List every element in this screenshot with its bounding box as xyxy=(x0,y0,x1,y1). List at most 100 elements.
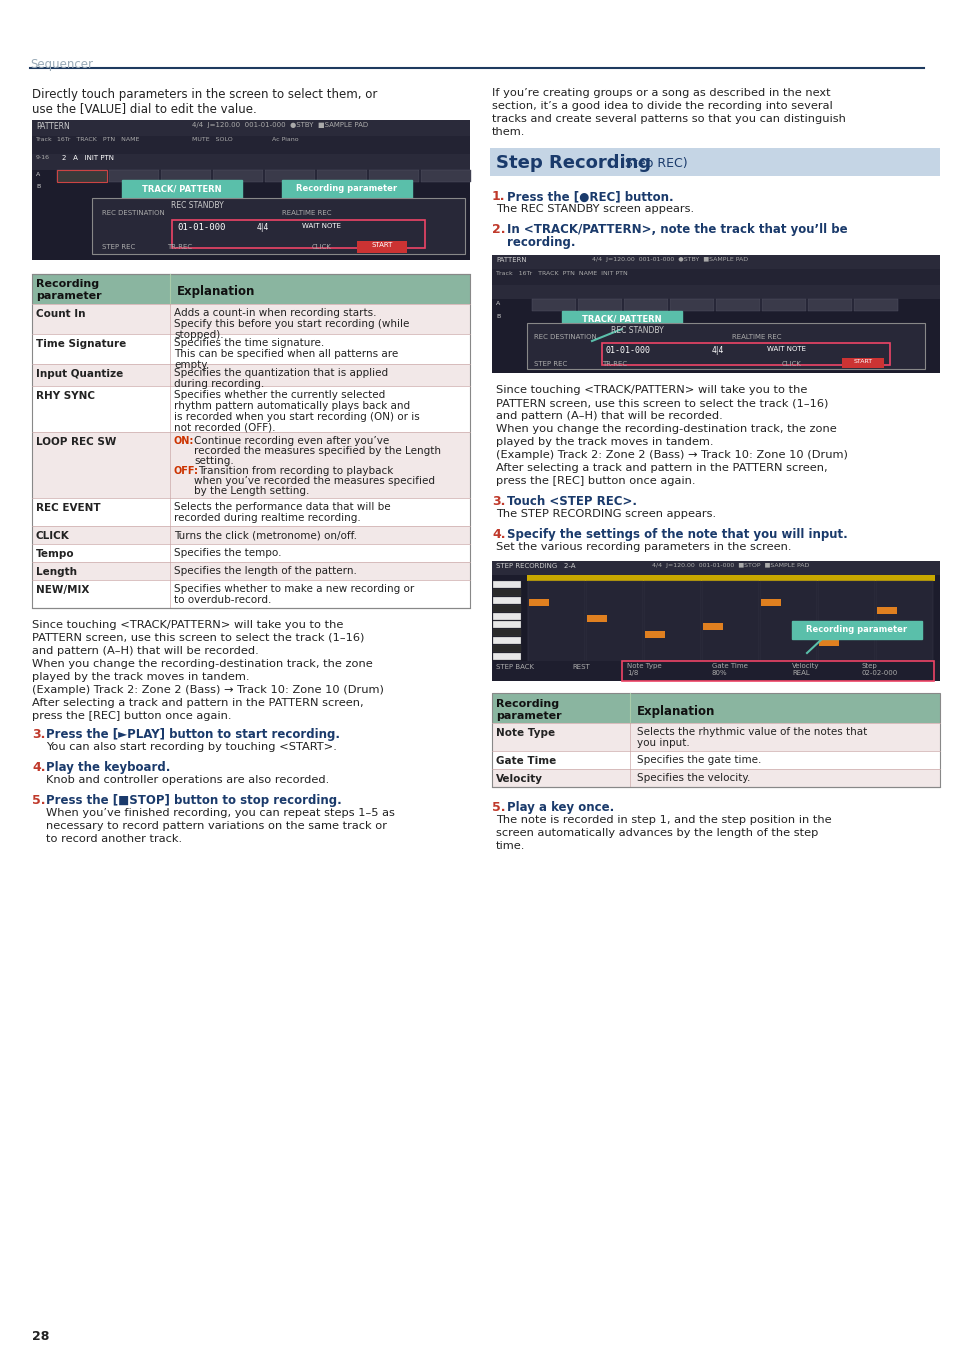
Bar xyxy=(527,580,584,667)
Text: Specifies whether the currently selected: Specifies whether the currently selected xyxy=(173,390,385,400)
Text: Length: Length xyxy=(36,567,77,576)
Bar xyxy=(492,693,939,724)
Text: Note Type
1/8: Note Type 1/8 xyxy=(626,663,661,676)
Bar xyxy=(701,580,759,667)
Bar xyxy=(493,589,520,595)
Bar xyxy=(32,544,470,562)
Bar xyxy=(32,136,470,154)
Bar xyxy=(32,154,470,170)
Bar xyxy=(702,622,722,630)
Text: Specify this before you start recording (while: Specify this before you start recording … xyxy=(173,319,409,329)
Bar xyxy=(493,580,520,589)
Text: You can also start recording by touching <START>.: You can also start recording by touching… xyxy=(46,743,336,752)
Text: rhythm pattern automatically plays back and: rhythm pattern automatically plays back … xyxy=(173,401,410,410)
Bar xyxy=(578,298,621,311)
Bar xyxy=(32,333,470,364)
Text: to overdub-record.: to overdub-record. xyxy=(173,595,271,605)
Text: 4.: 4. xyxy=(32,761,46,774)
Text: and pattern (A–H) that will be recorded.: and pattern (A–H) that will be recorded. xyxy=(32,647,258,656)
Text: In <TRACK/PATTERN>, note the track that you’ll be: In <TRACK/PATTERN>, note the track that … xyxy=(506,223,846,236)
Bar xyxy=(109,170,159,182)
Bar xyxy=(760,580,816,667)
Bar xyxy=(643,580,700,667)
Bar xyxy=(669,298,713,311)
Bar xyxy=(644,630,664,639)
Bar xyxy=(716,298,760,311)
Bar xyxy=(561,310,681,329)
Text: is recorded when you start recording (ON) or is: is recorded when you start recording (ON… xyxy=(173,412,419,423)
Text: PATTERN: PATTERN xyxy=(496,256,526,263)
Text: 4/4  J=120.00  001-01-000  ■STOP  ■SAMPLE PAD: 4/4 J=120.00 001-01-000 ■STOP ■SAMPLE PA… xyxy=(651,563,808,568)
Text: Since touching <TRACK/PATTERN> will take you to the: Since touching <TRACK/PATTERN> will take… xyxy=(32,620,343,630)
Text: TR-REC: TR-REC xyxy=(601,360,626,367)
Text: recorded the measures specified by the Length: recorded the measures specified by the L… xyxy=(193,446,440,456)
Bar xyxy=(32,386,470,432)
Text: 28: 28 xyxy=(32,1330,50,1343)
Text: Specify the settings of the note that you will input.: Specify the settings of the note that yo… xyxy=(506,528,847,541)
Text: 3.: 3. xyxy=(32,728,46,741)
Text: CLICK: CLICK xyxy=(781,360,801,367)
Bar xyxy=(585,580,642,667)
Text: Specifies the time signature.: Specifies the time signature. xyxy=(173,338,324,348)
Text: NEW/MIX: NEW/MIX xyxy=(36,585,90,595)
Text: 01-01-000: 01-01-000 xyxy=(177,223,225,232)
Text: 4/4  J=120.00  001-01-000  ●STBY  ■SAMPLE PAD: 4/4 J=120.00 001-01-000 ●STBY ■SAMPLE PA… xyxy=(192,122,368,128)
Bar xyxy=(492,769,939,787)
Bar xyxy=(420,170,471,182)
Bar xyxy=(492,751,939,769)
Text: during recording.: during recording. xyxy=(173,379,264,389)
Text: Step
02-02-000: Step 02-02-000 xyxy=(862,663,898,676)
Bar xyxy=(32,432,470,498)
Text: REC STANDBY: REC STANDBY xyxy=(171,201,223,211)
Text: STEP REC: STEP REC xyxy=(102,244,135,250)
Text: PATTERN screen, use this screen to select the track (1–16): PATTERN screen, use this screen to selec… xyxy=(496,398,827,408)
Text: Turns the click (metronome) on/off.: Turns the click (metronome) on/off. xyxy=(173,531,356,540)
Text: After selecting a track and pattern in the PATTERN screen,: After selecting a track and pattern in t… xyxy=(32,698,363,707)
Text: A: A xyxy=(496,301,499,306)
Text: when you’ve recorded the measures specified: when you’ve recorded the measures specif… xyxy=(193,477,435,486)
Text: time.: time. xyxy=(496,841,525,850)
Bar xyxy=(493,621,520,628)
Text: REC EVENT: REC EVENT xyxy=(36,504,100,513)
Bar xyxy=(493,613,520,620)
Text: B: B xyxy=(36,184,40,189)
Text: empty.: empty. xyxy=(173,360,209,370)
Text: use the [VALUE] dial to edit the value.: use the [VALUE] dial to edit the value. xyxy=(32,103,256,115)
Text: Track   16Tr   TRACK  PTN  NAME  INIT PTN: Track 16Tr TRACK PTN NAME INIT PTN xyxy=(496,271,627,275)
Text: STEP REC: STEP REC xyxy=(534,360,567,367)
Bar xyxy=(32,498,470,526)
Bar xyxy=(493,605,520,612)
Bar xyxy=(492,693,939,787)
Text: Specifies the gate time.: Specifies the gate time. xyxy=(637,755,760,765)
Text: 01-01-000: 01-01-000 xyxy=(605,346,650,355)
Text: Adds a count-in when recording starts.: Adds a count-in when recording starts. xyxy=(173,308,376,319)
Bar xyxy=(32,120,470,136)
Text: and pattern (A–H) that will be recorded.: and pattern (A–H) that will be recorded. xyxy=(496,410,722,421)
Text: REC STANDBY: REC STANDBY xyxy=(610,325,662,335)
Text: WAIT NOTE: WAIT NOTE xyxy=(766,346,805,352)
Text: A: A xyxy=(36,171,40,177)
Text: 3.: 3. xyxy=(492,495,505,508)
Bar xyxy=(493,629,520,636)
Text: Gate Time
80%: Gate Time 80% xyxy=(711,663,747,676)
Text: 5.: 5. xyxy=(492,801,505,814)
Text: PATTERN screen, use this screen to select the track (1–16): PATTERN screen, use this screen to selec… xyxy=(32,633,364,643)
Text: Track: Track xyxy=(36,136,52,142)
Text: CLICK: CLICK xyxy=(36,531,70,541)
Bar xyxy=(791,621,921,639)
Bar xyxy=(876,608,896,614)
Text: LOOP REC SW: LOOP REC SW xyxy=(36,437,116,447)
Bar xyxy=(492,255,939,373)
Bar xyxy=(265,170,314,182)
Text: TRACK/ PATTERN: TRACK/ PATTERN xyxy=(142,184,222,193)
Text: REALTIME REC: REALTIME REC xyxy=(731,333,781,340)
Text: Recording
parameter: Recording parameter xyxy=(36,279,102,301)
Bar xyxy=(32,580,470,608)
Bar xyxy=(601,343,889,364)
Text: RHY SYNC: RHY SYNC xyxy=(36,392,95,401)
Bar xyxy=(282,180,412,198)
Text: Recording
parameter: Recording parameter xyxy=(496,699,561,721)
Bar xyxy=(529,599,548,606)
Text: Note Type: Note Type xyxy=(496,728,555,738)
Text: Play a key once.: Play a key once. xyxy=(506,801,614,814)
